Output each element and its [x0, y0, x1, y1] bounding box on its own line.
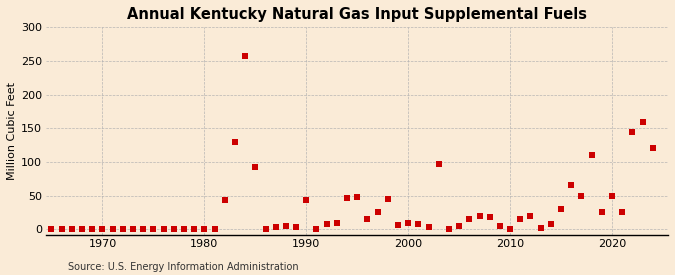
Point	[443, 226, 454, 231]
Point	[535, 226, 546, 230]
Point	[107, 227, 118, 232]
Point	[179, 227, 190, 232]
Point	[219, 197, 230, 202]
Point	[281, 224, 292, 228]
Point	[66, 227, 77, 232]
Point	[383, 197, 394, 201]
Point	[352, 195, 362, 199]
Point	[230, 139, 240, 144]
Point	[617, 210, 628, 214]
Point	[637, 119, 648, 124]
Point	[46, 227, 57, 232]
Point	[250, 165, 261, 169]
Title: Annual Kentucky Natural Gas Input Supplemental Fuels: Annual Kentucky Natural Gas Input Supple…	[127, 7, 587, 22]
Point	[556, 207, 566, 211]
Point	[566, 183, 576, 188]
Point	[311, 227, 322, 232]
Point	[464, 217, 475, 221]
Point	[607, 193, 618, 198]
Point	[260, 227, 271, 232]
Point	[586, 153, 597, 157]
Point	[647, 146, 658, 151]
Point	[485, 215, 495, 219]
Point	[199, 227, 210, 232]
Point	[331, 220, 342, 225]
Point	[240, 53, 250, 58]
Point	[627, 130, 638, 134]
Point	[433, 162, 444, 166]
Point	[189, 227, 200, 232]
Point	[138, 227, 148, 232]
Point	[77, 227, 88, 232]
Point	[515, 217, 526, 221]
Point	[525, 214, 536, 218]
Point	[148, 227, 159, 232]
Point	[291, 225, 302, 229]
Point	[209, 227, 220, 232]
Point	[97, 227, 108, 232]
Point	[495, 224, 506, 228]
Point	[545, 222, 556, 226]
Y-axis label: Million Cubic Feet: Million Cubic Feet	[7, 82, 17, 180]
Point	[56, 227, 67, 232]
Point	[454, 224, 464, 228]
Point	[168, 227, 179, 232]
Point	[393, 223, 404, 227]
Point	[413, 222, 424, 226]
Point	[423, 225, 434, 229]
Point	[362, 217, 373, 221]
Point	[36, 227, 47, 232]
Point	[372, 210, 383, 214]
Point	[301, 197, 312, 202]
Point	[576, 193, 587, 198]
Point	[128, 227, 138, 232]
Point	[403, 220, 414, 225]
Point	[505, 227, 516, 232]
Text: Source: U.S. Energy Information Administration: Source: U.S. Energy Information Administ…	[68, 262, 298, 272]
Point	[321, 222, 332, 226]
Point	[474, 214, 485, 218]
Point	[158, 227, 169, 232]
Point	[342, 196, 352, 200]
Point	[87, 227, 98, 232]
Point	[597, 210, 608, 214]
Point	[270, 225, 281, 229]
Point	[117, 227, 128, 232]
